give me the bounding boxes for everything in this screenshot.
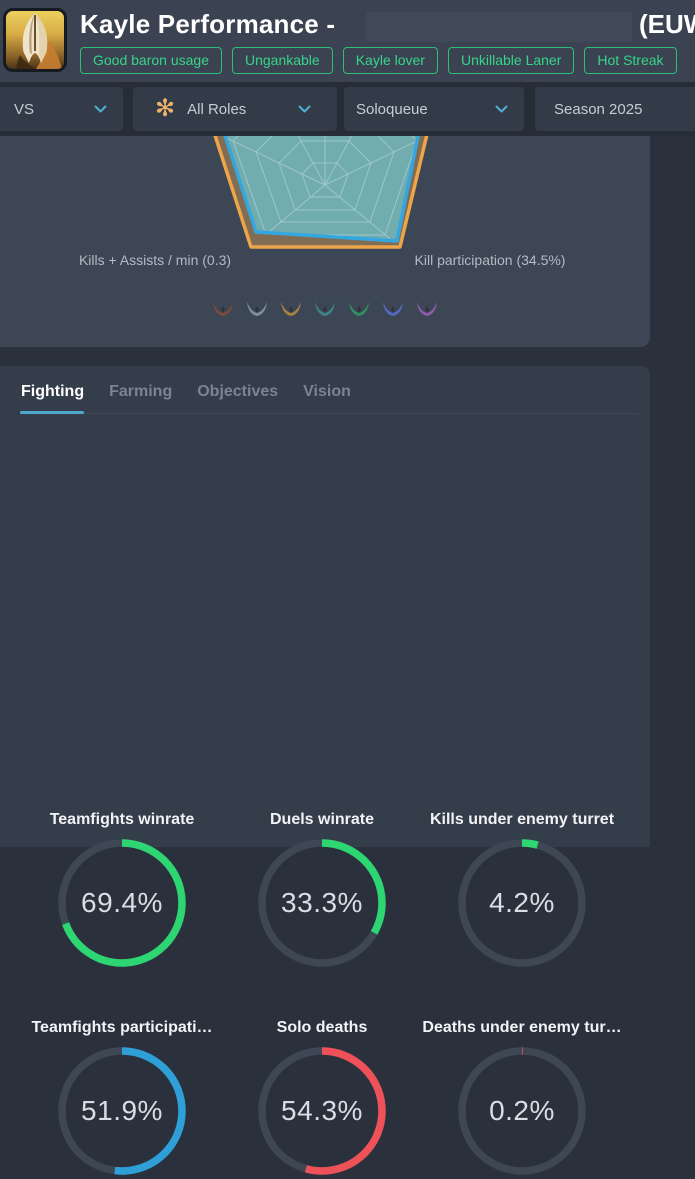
chevron-down-icon <box>94 105 107 114</box>
chevron-down-icon <box>298 105 311 114</box>
season-dropdown-label: Season 2025 <box>554 100 643 118</box>
tab-farming[interactable]: Farming <box>109 383 173 400</box>
rank-icon-silver[interactable] <box>245 300 269 320</box>
rank-icon-master[interactable] <box>415 300 439 320</box>
radar-chart <box>213 136 429 249</box>
gauge-title: Solo deaths <box>276 1019 368 1036</box>
filter-bar: VS ✻ All Roles Soloqueue Season 2025 <box>0 82 695 136</box>
queue-dropdown[interactable]: Soloqueue <box>344 87 524 131</box>
region-label: (EUW <box>639 9 695 39</box>
roles-dropdown[interactable]: ✻ All Roles <box>133 87 337 131</box>
gauge-teamfights-winrate: Teamfights winrate 69.4% <box>22 810 222 971</box>
redacted-summoner-name <box>366 12 632 42</box>
gauge-title: Kills under enemy turret <box>429 811 615 828</box>
badge-hot-streak: Hot Streak <box>584 47 677 74</box>
vs-dropdown[interactable]: VS <box>0 87 123 131</box>
rank-icon-emerald[interactable] <box>347 300 371 320</box>
gauge-value: 33.3% <box>281 887 363 918</box>
gauge-title: Deaths under enemy tur… <box>422 1019 622 1036</box>
gauge-value: 0.2% <box>489 1095 555 1126</box>
rank-icon-diamond[interactable] <box>381 300 405 320</box>
gauge-duels-winrate: Duels winrate 33.3% <box>222 810 422 971</box>
gauge-title: Teamfights winrate <box>49 811 195 828</box>
rank-icon-platinum[interactable] <box>313 300 337 320</box>
gauge-solo-deaths: Solo deaths 54.3% <box>222 1018 422 1179</box>
rank-filter-row <box>170 300 480 320</box>
gauge-title: Duels winrate <box>269 811 375 828</box>
badge-unkillable-laner: Unkillable Laner <box>447 47 575 74</box>
radar-player-outline <box>223 136 420 243</box>
gauge-title: Teamfights participati… <box>31 1019 213 1036</box>
tab-objectives[interactable]: Objectives <box>197 383 279 400</box>
active-tab-underline <box>20 411 84 414</box>
radar-axis-label-right: Kill participation (34.5%) <box>414 252 566 268</box>
rank-icon-gold[interactable] <box>279 300 303 320</box>
badge-good-baron-usage: Good baron usage <box>80 47 222 74</box>
radar-card: Kills + Assists / min (0.3) Kill partici… <box>0 136 650 347</box>
vs-dropdown-label: VS <box>14 100 35 118</box>
tab-vision[interactable]: Vision <box>303 383 351 400</box>
season-dropdown[interactable]: Season 2025 <box>535 87 695 131</box>
champion-icon <box>3 8 67 72</box>
gauge-value: 54.3% <box>281 1095 363 1126</box>
chevron-down-icon <box>495 105 508 114</box>
stats-tabs: Fighting Farming Objectives Vision <box>21 382 351 402</box>
gauge-kills-under-enemy-turret: Kills under enemy turret 4.2% <box>422 810 622 971</box>
performance-badges: Good baron usage Ungankable Kayle lover … <box>80 47 677 74</box>
tab-fighting[interactable]: Fighting <box>21 383 85 400</box>
header: Kayle Performance - (EUW Good baron usag… <box>0 0 695 82</box>
radar-axis-label-left: Kills + Assists / min (0.3) <box>78 252 232 268</box>
page-title: Kayle Performance - <box>80 9 336 39</box>
badge-kayle-lover: Kayle lover <box>342 47 438 74</box>
gauge-value: 4.2% <box>489 887 555 918</box>
gauge-value: 69.4% <box>81 887 163 918</box>
rank-icon-bronze[interactable] <box>211 300 235 320</box>
all-roles-icon: ✻ <box>155 95 176 122</box>
stats-card: Fighting Farming Objectives Vision Teamf… <box>0 366 650 1175</box>
tab-divider <box>20 413 638 414</box>
gauge-value: 51.9% <box>81 1095 163 1126</box>
gauge-teamfights-participation: Teamfights participati… 51.9% <box>22 1018 222 1179</box>
roles-dropdown-label: All Roles <box>187 100 247 118</box>
badge-ungankable: Ungankable <box>231 47 333 74</box>
queue-dropdown-label: Soloqueue <box>356 100 428 118</box>
gauge-deaths-under-enemy-turret: Deaths under enemy tur… 0.2% <box>422 1018 622 1179</box>
